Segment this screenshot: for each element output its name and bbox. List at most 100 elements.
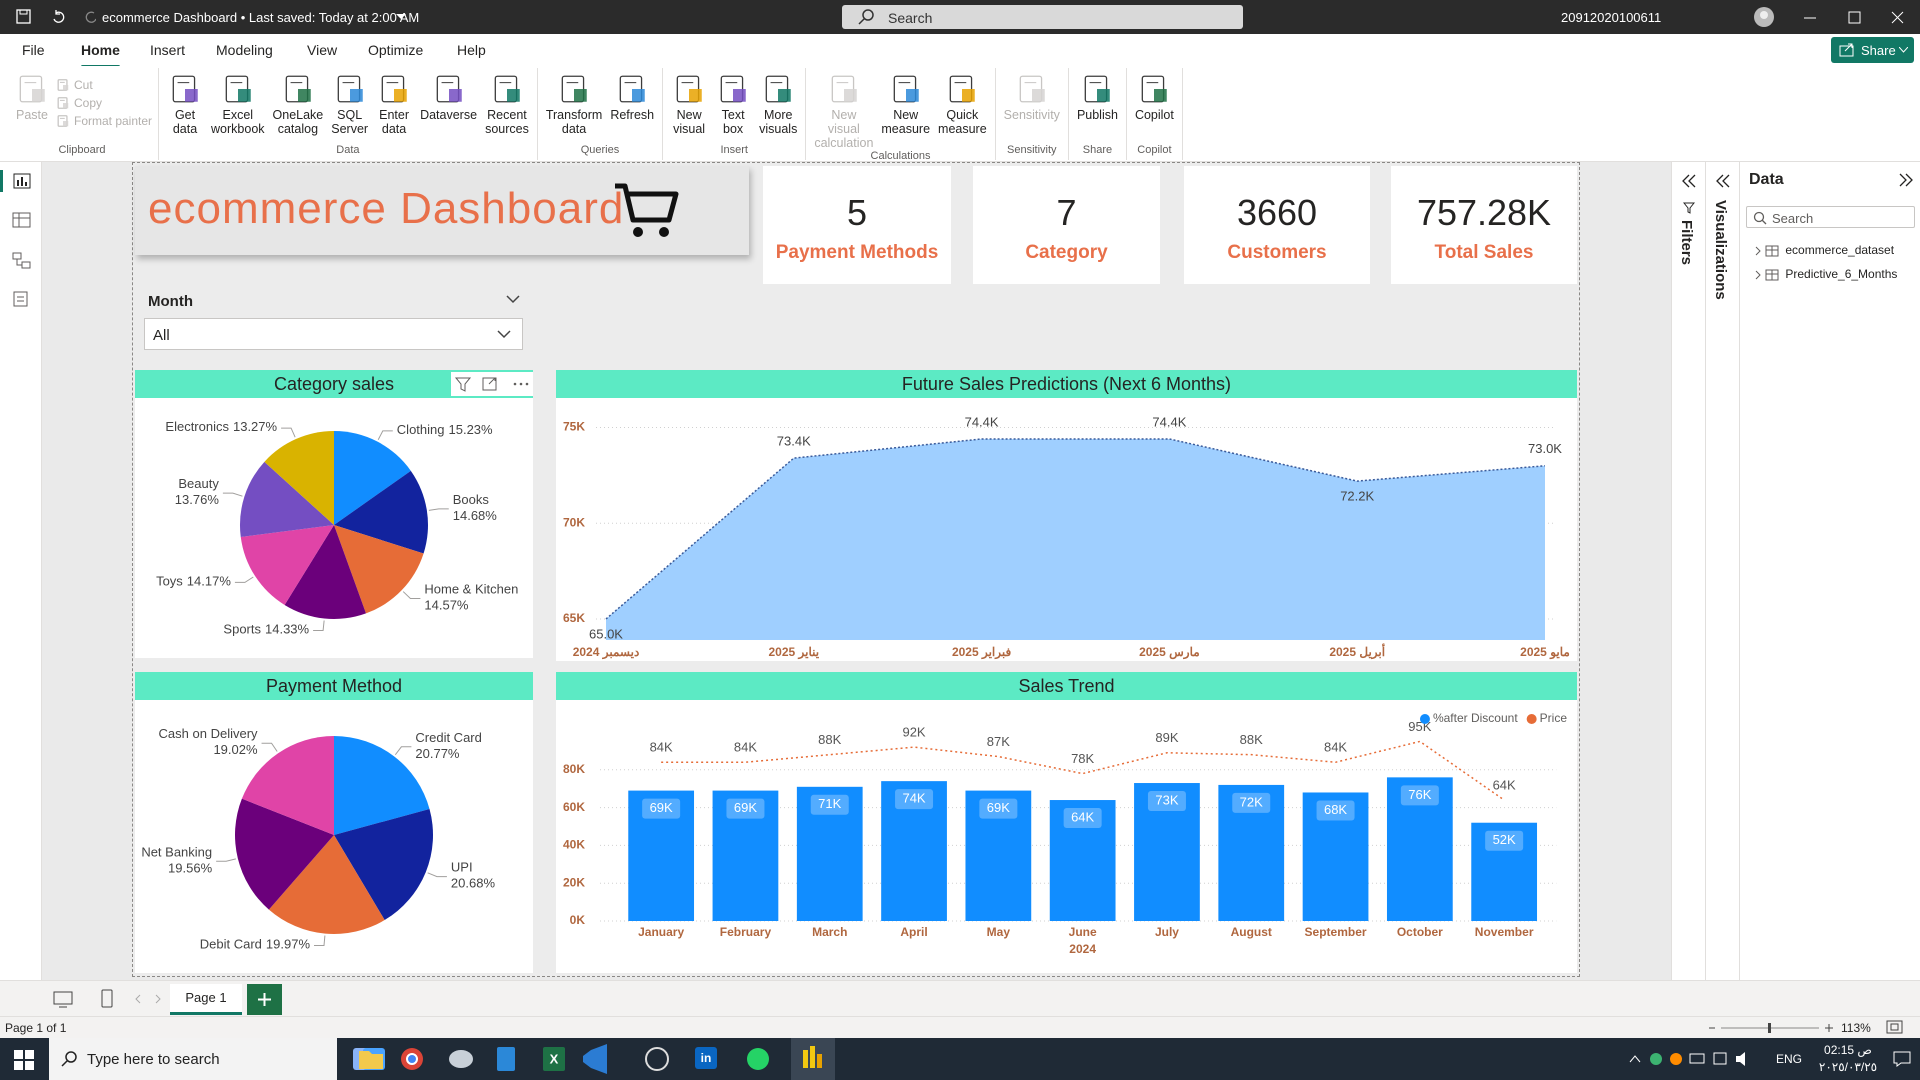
ribbon-button[interactable]: Refresh <box>608 72 656 144</box>
ribbon-group-label: Share <box>1082 144 1113 156</box>
taskbar: Type here to search <box>0 1038 1920 1080</box>
menu-tab[interactable]: Home <box>81 42 120 68</box>
slicer-dropdown[interactable]: All <box>144 318 523 350</box>
ribbon-group-buttons: Transform data Refresh <box>544 72 656 144</box>
title-card: ecommerce Dashboard <box>135 166 749 255</box>
add-page-button[interactable] <box>247 984 282 1015</box>
window-controls[interactable] <box>1800 8 1910 26</box>
ribbon-button[interactable]: Transform data <box>544 72 605 144</box>
kpi-card: 7 Category <box>973 166 1160 284</box>
button-icon <box>57 115 69 127</box>
table-icon <box>1755 269 1779 281</box>
dropdown-chevron <box>497 330 511 339</box>
button-icon <box>436 75 462 103</box>
ribbon-button[interactable]: Recent sources <box>483 72 531 144</box>
ribbon-button[interactable]: OneLake catalog <box>271 72 326 144</box>
filters-pane[interactable]: Filters <box>1671 162 1705 980</box>
ribbon-button[interactable]: Publish <box>1075 72 1120 144</box>
fit-page-icon[interactable] <box>1886 1020 1904 1035</box>
ribbon-button-label: Quick measure <box>938 108 987 136</box>
ribbon-button[interactable]: Paste <box>12 72 52 144</box>
visual-header <box>451 372 533 396</box>
search-box[interactable]: Search <box>842 5 1243 29</box>
data-pane: Data Search ecommerce_dataset Predictive… <box>1739 162 1920 980</box>
clock-date[interactable]: ٢٠٢٥/٠٣/٢٥ <box>1818 1060 1878 1074</box>
ribbon-button-label: Recent sources <box>485 108 529 136</box>
menu-tab[interactable]: View <box>307 42 338 58</box>
kpi-card: 3660 Customers <box>1184 166 1370 284</box>
ribbon-group-label: Sensitivity <box>1007 144 1057 156</box>
page-status: Page 1 of 1 <box>5 1021 67 1035</box>
ribbon-group-label: Copilot <box>1137 144 1172 156</box>
ribbon-button[interactable]: Sensitivity <box>1002 72 1062 144</box>
filter-icon <box>1683 202 1695 214</box>
status-bar: Page 1 of 1 113% <box>0 1016 1920 1038</box>
menu-tab[interactable]: Modeling <box>216 42 273 58</box>
clock-time[interactable]: 02:15 ص <box>1824 1043 1872 1057</box>
ribbon-button[interactable]: New measure <box>879 72 932 150</box>
visualizations-pane[interactable]: Visualizations <box>1705 162 1739 980</box>
button-icon <box>285 75 311 103</box>
ribbon-button[interactable]: Text box <box>713 72 753 144</box>
collapse-icon[interactable] <box>1898 173 1914 187</box>
expand-icon[interactable] <box>1715 174 1731 188</box>
ribbon-button[interactable]: Get data <box>165 72 205 144</box>
ribbon-button-label: Dataverse <box>420 108 478 122</box>
table-item[interactable]: ecommerce_dataset <box>1754 243 1894 258</box>
taskbar-apps[interactable]: X in <box>345 1038 835 1080</box>
notifications[interactable] <box>1893 1051 1911 1067</box>
button-icon <box>19 75 45 103</box>
slicer-label: Month <box>148 293 193 310</box>
ribbon-button[interactable]: Dataverse <box>418 72 479 144</box>
share-button[interactable]: Share <box>1831 37 1914 63</box>
zoom-level: 113% <box>1841 1021 1871 1035</box>
zoom-slider[interactable] <box>1705 1021 1835 1035</box>
ribbon-button-label: Transform data <box>545 108 603 136</box>
start-button[interactable] <box>14 1050 34 1070</box>
payment-method-card: Payment Method <box>135 672 533 973</box>
ribbon-button[interactable]: Copilot <box>1133 72 1176 144</box>
menu-tab[interactable]: Help <box>457 42 486 58</box>
visual-header-icons[interactable] <box>451 372 533 396</box>
kpi-value: 3660 <box>1236 192 1318 233</box>
search-placeholder: Search <box>1772 211 1814 226</box>
ribbon-button[interactable]: Quick measure <box>936 72 989 150</box>
ribbon-small-buttons: Cut Copy Format painter <box>56 72 152 144</box>
ribbon-small-button[interactable]: Copy <box>56 96 152 110</box>
ribbon-button[interactable]: SQL Server <box>329 72 370 144</box>
menu-tab[interactable]: File <box>22 42 45 58</box>
avatar[interactable] <box>1753 6 1775 28</box>
expand-icon[interactable] <box>1681 174 1697 188</box>
ribbon-group: Get data Excel workbook OneLake catalog SQL… <box>159 68 538 160</box>
slicer-collapse[interactable] <box>506 295 520 304</box>
kpi-value: 757.28K <box>1416 192 1552 233</box>
ribbon-group-label: Insert <box>720 144 748 156</box>
view-icons[interactable] <box>0 162 42 332</box>
future-sales-card: Future Sales Predictions (Next 6 Months) <box>556 370 1577 661</box>
data-search[interactable]: Search <box>1746 206 1915 228</box>
menu-tab[interactable]: Insert <box>150 42 186 58</box>
ribbon-button[interactable]: Excel workbook <box>209 72 267 144</box>
language[interactable]: ENG <box>1776 1052 1803 1066</box>
taskbar-search[interactable]: Type here to search <box>49 1038 337 1080</box>
system-tray[interactable] <box>1628 1050 1778 1068</box>
table-item[interactable]: Predictive_6_Months <box>1754 267 1897 282</box>
ribbon-button-label: New visual calculation <box>814 108 874 150</box>
ribbon-small-button[interactable]: Cut <box>56 78 152 92</box>
ribbon-button[interactable]: More visuals <box>757 72 799 144</box>
search-icon <box>1753 211 1767 225</box>
category-sales-card: Category sales <box>135 370 533 658</box>
button-icon <box>831 75 857 103</box>
ribbon-button[interactable]: New visual calculation <box>812 72 875 150</box>
menu-tab[interactable]: Optimize <box>368 42 424 58</box>
button-icon <box>172 75 198 103</box>
user-id: 20912020100611 <box>1561 10 1662 25</box>
ribbon-button[interactable]: New visual <box>669 72 709 144</box>
ribbon-button[interactable]: Enter data <box>374 72 414 144</box>
tab-nav-icons[interactable] <box>52 989 172 1009</box>
quick-access-icons[interactable] <box>16 9 96 25</box>
page-tab[interactable]: Page 1 <box>170 984 242 1015</box>
ribbon-small-button[interactable]: Format painter <box>56 114 152 128</box>
title-dropdown[interactable] <box>396 14 406 20</box>
